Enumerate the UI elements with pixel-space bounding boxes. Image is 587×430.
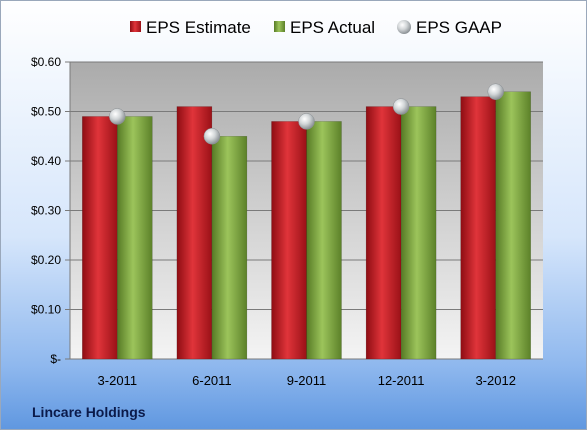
bar-estimate-0 (82, 116, 118, 360)
x-tick-label-0: 3-2011 (98, 373, 138, 388)
gaap-marker-2 (298, 113, 315, 130)
bar-estimate-1 (176, 106, 213, 360)
legend-swatch-estimate (130, 21, 141, 32)
bar-actual-1 (211, 136, 248, 360)
bars (82, 91, 531, 360)
legend-label-gaap: EPS GAAP (416, 18, 502, 37)
gaap-marker-1 (203, 128, 221, 145)
y-tick-label-2: $0.20 (31, 253, 61, 267)
legend-swatch-actual (274, 21, 285, 32)
company-name: Lincare Holdings (32, 404, 146, 420)
bar-estimate-4 (460, 96, 496, 360)
bar-actual-3 (400, 106, 437, 360)
y-tick-label-3: $0.30 (31, 204, 61, 218)
bar-actual-2 (306, 121, 342, 360)
x-tick-label-2: 9-2011 (287, 373, 327, 388)
y-tick-label-0: $- (50, 352, 61, 366)
y-tick-label-1: $0.10 (31, 303, 61, 317)
legend-label-actual: EPS Actual (290, 18, 375, 37)
legend-swatch-gaap (397, 20, 411, 34)
y-axis-ticks: $- $0.10 $0.20 $0.30 $0.40 $0.50 $0.60 (31, 55, 70, 366)
gaap-marker-0 (109, 108, 126, 125)
gaap-marker-4 (487, 83, 504, 100)
y-tick-label-5: $0.50 (31, 105, 61, 119)
y-tick-label-4: $0.40 (31, 154, 61, 168)
bar-actual-4 (495, 91, 531, 360)
y-tick-label-6: $0.60 (31, 55, 61, 69)
x-tick-label-4: 3-2012 (475, 373, 515, 388)
legend-label-estimate: EPS Estimate (146, 18, 251, 37)
bar-actual-0 (117, 116, 153, 360)
x-axis-ticks: 3-2011 6-2011 9-2011 12-2011 3-2012 (98, 373, 516, 388)
bar-estimate-2 (271, 121, 307, 360)
x-tick-label-3: 12-2011 (378, 373, 425, 388)
x-tick-label-1: 6-2011 (192, 373, 232, 388)
legend: EPS Estimate EPS Actual EPS GAAP (130, 18, 502, 37)
bar-estimate-3 (365, 106, 402, 360)
gaap-marker-3 (392, 98, 410, 115)
gaap-markers (109, 83, 504, 145)
